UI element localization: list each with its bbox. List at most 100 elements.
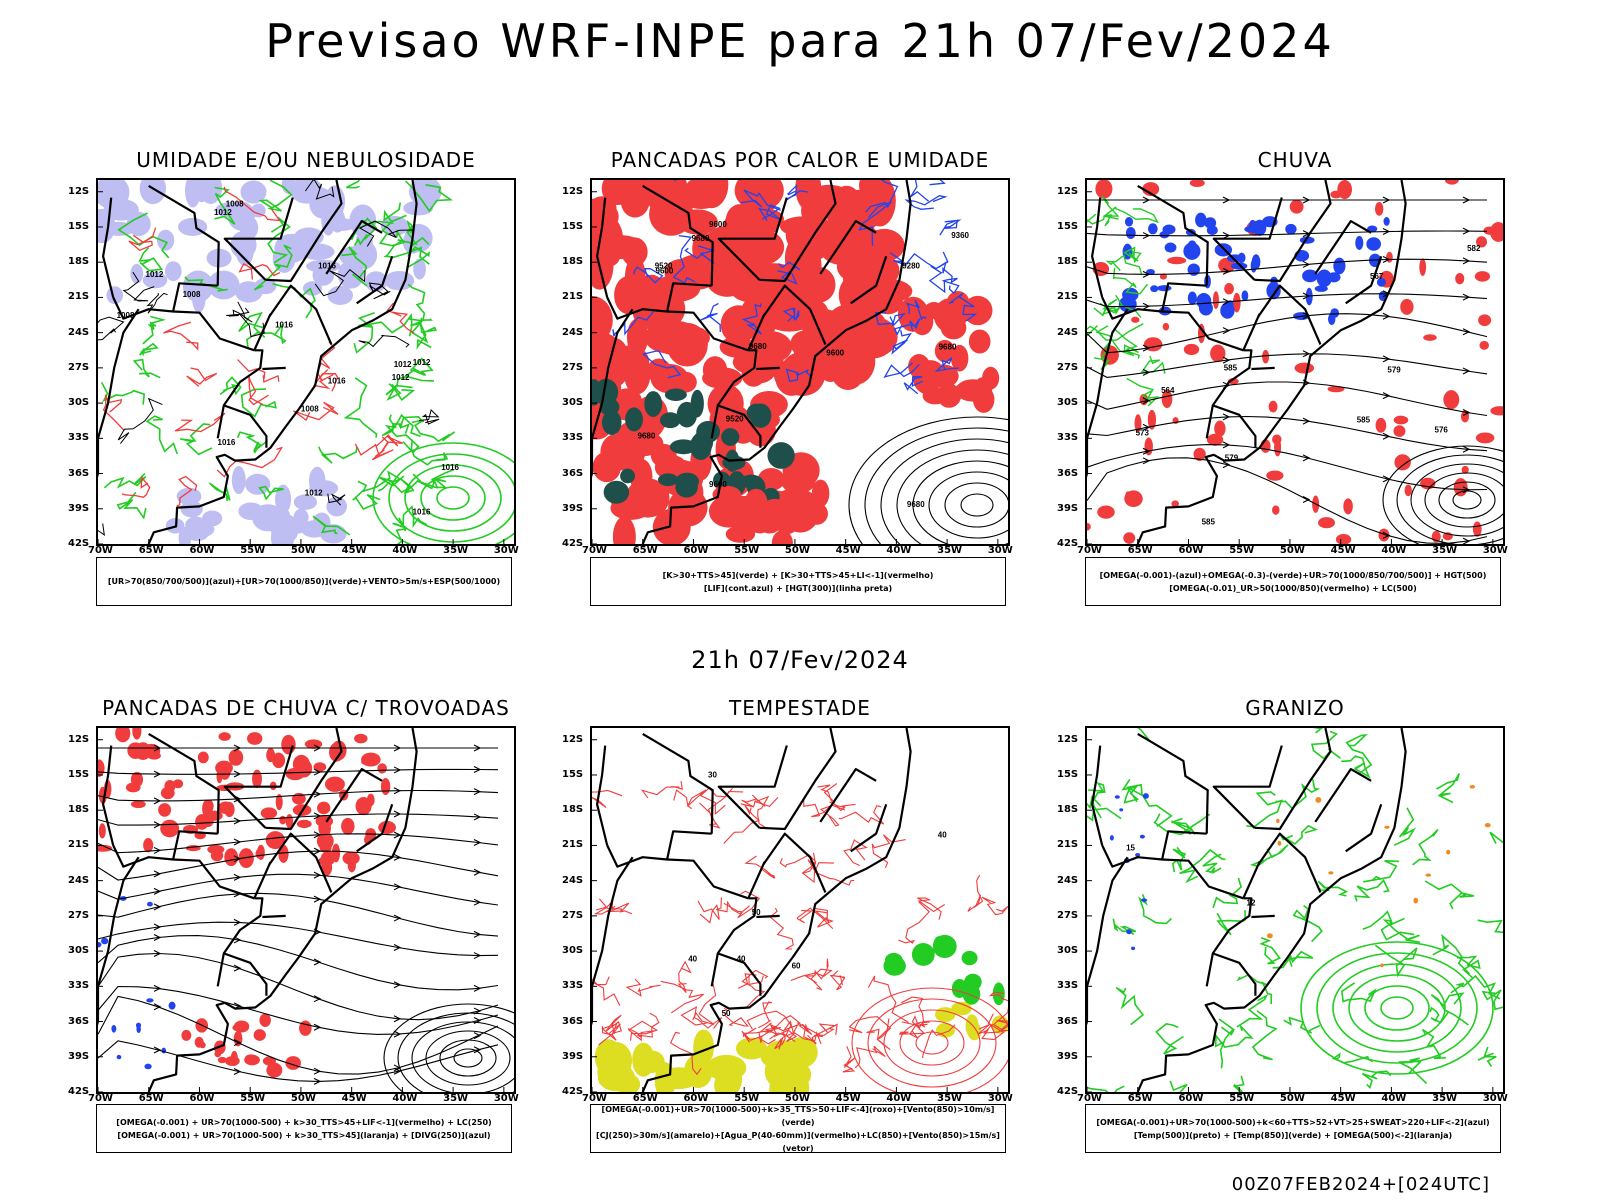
contour-label: 9680 xyxy=(692,234,710,243)
lon-label: 35W xyxy=(443,545,469,556)
map-svg: 12 15 xyxy=(1087,728,1503,1092)
contour-label: 9360 xyxy=(951,231,969,240)
lat-label: 21S xyxy=(68,291,90,303)
map-svg: 40 30 40 50 60 40 50 xyxy=(592,728,1008,1092)
panel-title: TEMPESTADE xyxy=(729,696,871,720)
lon-label: 65W xyxy=(632,1093,658,1104)
contour-label: 9600 xyxy=(709,220,727,229)
contour-label: 1012 xyxy=(214,208,232,217)
lat-label: 39S xyxy=(68,1050,90,1062)
panel-title: PANCADAS DE CHUVA C/ TROVOADAS xyxy=(102,696,510,720)
mid-date-label: 21h 07/Fev/2024 xyxy=(691,646,909,674)
contour-label: 60 xyxy=(792,961,801,970)
contour-label: 567 xyxy=(1370,272,1384,281)
contour-label: 9520 xyxy=(655,262,673,271)
lat-label: 36S xyxy=(68,467,90,479)
legend-box: [OMEGA(-0.001)+UR>70(1000-500)+k>35_TTS>… xyxy=(590,1104,1006,1153)
lat-label: 33S xyxy=(1057,980,1079,992)
lon-label: 70W xyxy=(1077,545,1102,556)
field-cluster xyxy=(98,728,396,876)
lat-label: 33S xyxy=(562,432,584,444)
lon-label: 45W xyxy=(835,1093,861,1104)
lon-label: 55W xyxy=(734,545,760,556)
legend-line-1: [OMEGA(-0.001)-(azul)+OMEGA(-0.3)-(verde… xyxy=(1099,570,1487,580)
contour-label: 1008 xyxy=(183,290,201,299)
lon-label: 60W xyxy=(189,545,215,556)
panel-umidade: UMIDADE E/OU NEBULOSIDADE 1008 1012 1016 10… xyxy=(68,148,519,623)
closed-contours xyxy=(848,416,1008,544)
legend-line-2: [OMEGA(-0.01)_UR>50(1000/850)(vermelho) … xyxy=(1169,583,1417,593)
map-frame: 12 15 xyxy=(1085,726,1505,1094)
panel-title: UMIDADE E/OU NEBULOSIDADE xyxy=(136,148,476,172)
lon-label: 70W xyxy=(582,545,607,556)
lat-label: 15S xyxy=(562,220,584,232)
contour-label: 9280 xyxy=(902,261,920,270)
field-cluster xyxy=(98,896,176,1070)
legend-box: [OMEGA(-0.001)-(azul)+OMEGA(-0.3)-(verde… xyxy=(1085,557,1501,606)
lon-label: 65W xyxy=(632,545,658,556)
lon-label: 30W xyxy=(1482,1093,1508,1104)
lat-label: 18S xyxy=(68,256,90,268)
lat-label: 33S xyxy=(68,432,90,444)
country-borders xyxy=(592,180,912,544)
lat-label: 27S xyxy=(1057,361,1079,373)
lat-label: 42S xyxy=(562,1086,584,1097)
map-frame: 1008 1012 1016 1012 1016 1016 1008 1016 1016 1012… xyxy=(96,178,516,546)
lon-label: 70W xyxy=(88,545,113,556)
field-cluster xyxy=(165,465,347,544)
closed-contours xyxy=(372,442,514,544)
lat-label: 39S xyxy=(562,1050,584,1062)
contour-lines xyxy=(1087,728,1503,1092)
lon-label: 70W xyxy=(88,1093,113,1104)
lat-label: 18S xyxy=(1057,256,1079,268)
lon-label: 60W xyxy=(683,545,709,556)
lat-label: 24S xyxy=(68,326,90,338)
lat-label: 42S xyxy=(1057,1086,1079,1097)
lon-label: 45W xyxy=(341,1093,367,1104)
lon-label: 65W xyxy=(1127,1093,1153,1104)
axis-ticks xyxy=(1087,739,1494,1092)
legend-line-2: [LIF](cont.azul) + [HGT(300)](linha pret… xyxy=(703,583,893,593)
lat-label: 30S xyxy=(562,945,584,957)
map-svg: 585 585 585 579 576 567 564 582 579 573 xyxy=(1087,180,1503,544)
lon-label: 70W xyxy=(1077,1093,1102,1104)
lon-label: 50W xyxy=(290,545,316,556)
panel-chuva: CHUVA 585 585 585 579 576 567 564 582 579 573 [OM… xyxy=(1057,148,1508,623)
field-cluster xyxy=(181,1013,312,1078)
lat-label: 30S xyxy=(1057,945,1079,957)
lon-label: 40W xyxy=(392,1093,418,1104)
streamlines xyxy=(98,744,514,1092)
lat-label: 42S xyxy=(1057,538,1079,549)
contour-label: 1008 xyxy=(117,311,135,320)
lon-label: 45W xyxy=(1330,545,1356,556)
lat-label: 18S xyxy=(68,804,90,816)
lat-label: 24S xyxy=(68,874,90,886)
lat-label: 15S xyxy=(68,220,90,232)
lat-label: 24S xyxy=(1057,874,1079,886)
field-cluster xyxy=(712,479,830,543)
contour-label: 585 xyxy=(1202,518,1216,527)
contour-label: 1012 xyxy=(305,488,323,497)
map-frame xyxy=(96,726,516,1094)
lat-label: 18S xyxy=(562,256,584,268)
legend-line-2: [CJ(250)>30m/s](amarelo)+[Agua_P(40-60mm… xyxy=(596,1130,1000,1153)
lat-label: 33S xyxy=(562,980,584,992)
lon-label: 70W xyxy=(582,1093,607,1104)
lat-label: 18S xyxy=(562,804,584,816)
axis-ticks xyxy=(592,739,999,1092)
contour-label: 9600 xyxy=(656,267,674,276)
lat-label: 30S xyxy=(1057,397,1079,409)
lat-label: 42S xyxy=(68,1086,90,1097)
lat-label: 36S xyxy=(1057,1015,1079,1027)
lat-label: 36S xyxy=(1057,467,1079,479)
lon-label: 50W xyxy=(1279,1093,1305,1104)
contour-label: 564 xyxy=(1161,386,1175,395)
axis-ticks xyxy=(98,191,505,544)
legend-box: [OMEGA(-0.001)+UR>70(1000-500)+k<60+TTS>… xyxy=(1085,1104,1501,1153)
lon-label: 50W xyxy=(1279,545,1305,556)
lon-label: 65W xyxy=(1127,545,1153,556)
contour-label: 1016 xyxy=(441,463,459,472)
lat-label: 21S xyxy=(562,291,584,303)
map-frame: 585 585 585 579 576 567 564 582 579 573 xyxy=(1085,178,1505,546)
legend-line-1: [OMEGA(-0.001) + UR>70(1000-500) + k>30_… xyxy=(116,1117,492,1127)
